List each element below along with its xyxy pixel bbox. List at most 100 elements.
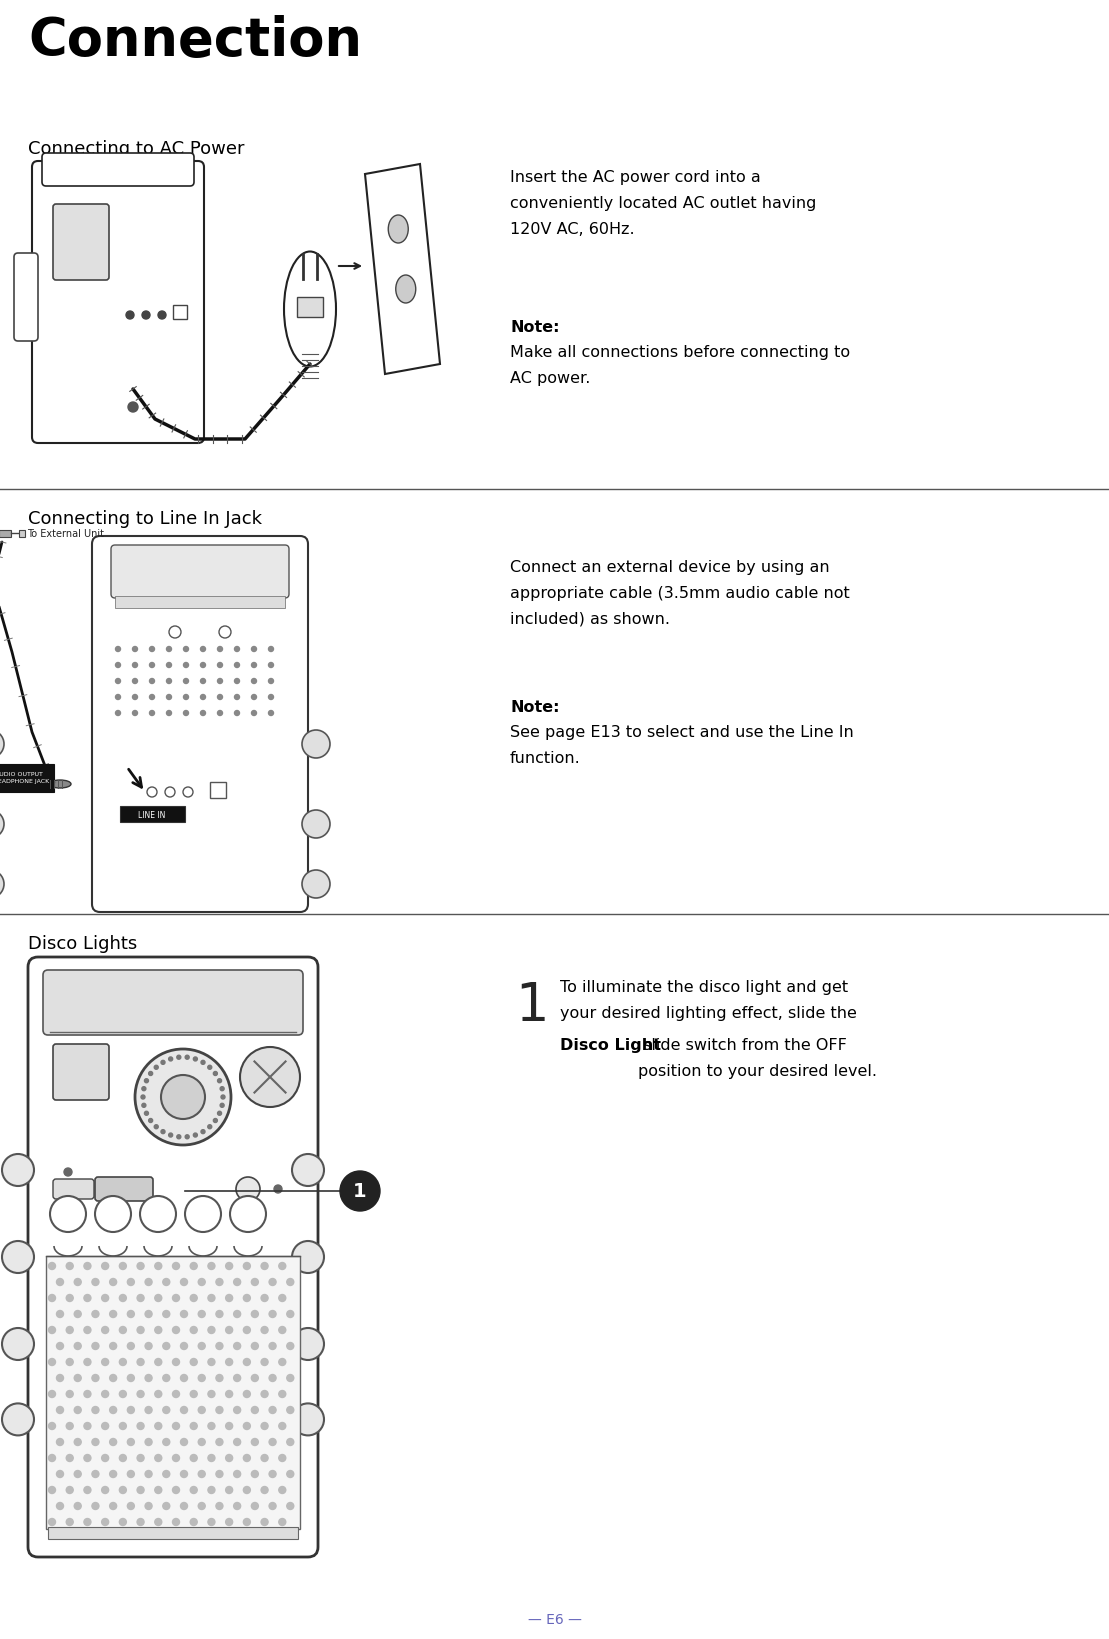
Circle shape <box>145 1342 152 1349</box>
Text: Connect an external device by using an
appropriate cable (3.5mm audio cable not
: Connect an external device by using an a… <box>510 559 849 626</box>
Circle shape <box>207 1262 215 1270</box>
Circle shape <box>292 1403 324 1436</box>
Circle shape <box>157 311 166 320</box>
Circle shape <box>49 1455 55 1462</box>
Circle shape <box>115 647 121 652</box>
Bar <box>48 1528 298 1539</box>
FancyBboxPatch shape <box>43 970 303 1036</box>
Circle shape <box>252 664 256 669</box>
Bar <box>210 782 226 798</box>
Text: Connecting to AC Power: Connecting to AC Power <box>28 139 244 157</box>
Circle shape <box>207 1487 215 1493</box>
Circle shape <box>217 664 223 669</box>
Circle shape <box>173 1295 180 1301</box>
Circle shape <box>166 664 172 669</box>
Circle shape <box>115 664 121 669</box>
Circle shape <box>191 1519 197 1526</box>
Circle shape <box>150 695 154 700</box>
Circle shape <box>243 1295 251 1301</box>
Circle shape <box>220 1103 224 1108</box>
Circle shape <box>149 1072 153 1075</box>
FancyBboxPatch shape <box>53 1044 109 1100</box>
Circle shape <box>110 1503 116 1510</box>
Circle shape <box>252 1439 258 1446</box>
Circle shape <box>252 647 256 652</box>
Circle shape <box>261 1455 268 1462</box>
Circle shape <box>230 1196 266 1233</box>
Circle shape <box>49 1519 55 1526</box>
Circle shape <box>92 1439 99 1446</box>
Circle shape <box>173 1455 180 1462</box>
Circle shape <box>135 1049 231 1146</box>
Circle shape <box>278 1295 286 1301</box>
Circle shape <box>102 1423 109 1429</box>
Text: Disco Lights: Disco Lights <box>28 934 138 952</box>
Circle shape <box>252 1406 258 1413</box>
Circle shape <box>67 1262 73 1270</box>
Circle shape <box>261 1262 268 1270</box>
Circle shape <box>128 1470 134 1478</box>
Circle shape <box>154 1124 159 1129</box>
Circle shape <box>120 1519 126 1526</box>
Circle shape <box>102 1455 109 1462</box>
Circle shape <box>261 1326 268 1334</box>
Circle shape <box>243 1390 251 1398</box>
Circle shape <box>138 1455 144 1462</box>
Circle shape <box>183 647 189 652</box>
Circle shape <box>173 1390 180 1398</box>
Circle shape <box>225 1359 233 1365</box>
Circle shape <box>173 1326 180 1334</box>
Circle shape <box>128 1503 134 1510</box>
Bar <box>19 531 26 538</box>
Text: To illuminate the disco light and get
your desired lighting effect, slide the: To illuminate the disco light and get yo… <box>560 980 857 1046</box>
Circle shape <box>138 1326 144 1334</box>
Circle shape <box>199 1342 205 1349</box>
Circle shape <box>292 1241 324 1274</box>
FancyBboxPatch shape <box>0 764 54 793</box>
Circle shape <box>165 787 175 798</box>
Circle shape <box>120 1487 126 1493</box>
Circle shape <box>216 1278 223 1285</box>
Circle shape <box>218 626 231 639</box>
Circle shape <box>138 1519 144 1526</box>
Circle shape <box>207 1519 215 1526</box>
FancyBboxPatch shape <box>28 957 318 1557</box>
Circle shape <box>287 1311 294 1318</box>
Circle shape <box>278 1487 286 1493</box>
Circle shape <box>191 1326 197 1334</box>
Circle shape <box>199 1503 205 1510</box>
Circle shape <box>110 1439 116 1446</box>
Circle shape <box>2 1403 34 1436</box>
Circle shape <box>67 1455 73 1462</box>
Circle shape <box>216 1406 223 1413</box>
Circle shape <box>145 1439 152 1446</box>
Ellipse shape <box>49 780 71 788</box>
Circle shape <box>201 695 205 700</box>
Circle shape <box>145 1311 152 1318</box>
Circle shape <box>181 1311 187 1318</box>
Circle shape <box>50 1196 87 1233</box>
Circle shape <box>269 1503 276 1510</box>
Circle shape <box>252 1470 258 1478</box>
Circle shape <box>138 1390 144 1398</box>
Circle shape <box>144 1111 149 1116</box>
Circle shape <box>199 1278 205 1285</box>
Circle shape <box>0 870 4 898</box>
Circle shape <box>176 1056 181 1059</box>
Circle shape <box>155 1455 162 1462</box>
Circle shape <box>225 1326 233 1334</box>
Circle shape <box>278 1262 286 1270</box>
Circle shape <box>163 1342 170 1349</box>
Circle shape <box>185 1136 190 1139</box>
Circle shape <box>102 1295 109 1301</box>
Circle shape <box>220 1087 224 1092</box>
Circle shape <box>269 1375 276 1382</box>
Circle shape <box>185 1196 221 1233</box>
Circle shape <box>252 711 256 716</box>
FancyBboxPatch shape <box>14 254 38 343</box>
Circle shape <box>142 1103 146 1108</box>
Circle shape <box>102 1390 109 1398</box>
Circle shape <box>150 711 154 716</box>
Circle shape <box>234 1503 241 1510</box>
FancyBboxPatch shape <box>32 162 204 444</box>
